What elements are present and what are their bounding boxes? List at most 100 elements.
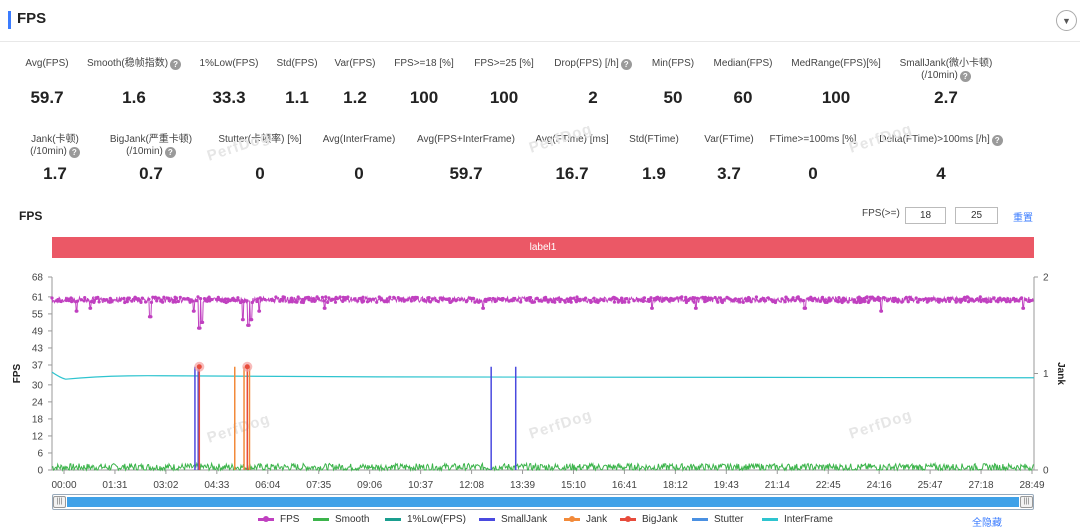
fps-point bbox=[738, 300, 742, 304]
stat-value: 4 bbox=[936, 164, 946, 183]
chart-title: FPS bbox=[19, 209, 43, 223]
range-handle-left[interactable]: ||| bbox=[53, 496, 66, 508]
y-tick-label: 24 bbox=[32, 397, 44, 408]
stat-item: Jank(卡顿) (/10min)? 1.7 bbox=[0, 134, 125, 184]
fps-point bbox=[50, 296, 54, 300]
fps-point bbox=[684, 300, 689, 305]
fps-point bbox=[578, 297, 582, 301]
fps-point bbox=[75, 309, 79, 313]
x-tick-label: 10:37 bbox=[408, 480, 433, 491]
fps-point bbox=[379, 298, 383, 302]
stat-value: 1.7 bbox=[43, 164, 67, 183]
x-tick-label: 13:39 bbox=[510, 480, 535, 491]
fps-point bbox=[83, 296, 87, 300]
fps-point bbox=[320, 295, 324, 299]
legend-item[interactable]: FPS bbox=[258, 514, 299, 525]
fps-threshold-input-2[interactable] bbox=[955, 207, 998, 224]
fps-point bbox=[247, 323, 251, 327]
fps-point bbox=[105, 298, 109, 302]
help-icon[interactable]: ? bbox=[620, 59, 632, 70]
stat-item: Std(FPS) 1.1 bbox=[227, 58, 367, 108]
stat-item: FTime>=100ms [%] 0 bbox=[743, 134, 883, 184]
fps-point bbox=[914, 296, 918, 300]
fps-point bbox=[296, 295, 300, 299]
x-tick-label: 22:45 bbox=[816, 480, 841, 491]
fps-point bbox=[597, 299, 601, 303]
legend-swatch bbox=[385, 518, 401, 521]
fps-point bbox=[620, 300, 624, 304]
stat-item: MedRange(FPS)[%] 100 bbox=[766, 58, 906, 108]
fps-point bbox=[637, 298, 641, 302]
fps-point bbox=[411, 295, 415, 300]
fps-point bbox=[904, 295, 908, 299]
hide-all-button[interactable]: 全隐藏 bbox=[972, 518, 1002, 529]
fps-point bbox=[892, 299, 896, 304]
fps-point bbox=[946, 296, 950, 300]
stat-label: Delta(FTime)>100ms [/h]? bbox=[871, 134, 1011, 146]
stat-value: 1.9 bbox=[642, 164, 666, 183]
legend-item[interactable]: Stutter bbox=[692, 514, 743, 525]
fps-point bbox=[250, 318, 254, 322]
fps-point bbox=[529, 296, 533, 300]
help-icon[interactable]: ? bbox=[68, 147, 80, 158]
fps-threshold-input-1[interactable] bbox=[905, 207, 946, 224]
fps-point bbox=[346, 295, 350, 299]
help-icon[interactable]: ? bbox=[959, 71, 971, 82]
reset-button[interactable]: 重置 bbox=[1013, 213, 1033, 224]
x-tick-label: 00:00 bbox=[51, 480, 76, 491]
fps-point bbox=[447, 297, 451, 301]
fps-point bbox=[701, 295, 705, 299]
fps-point bbox=[481, 306, 485, 310]
range-handle-right[interactable]: ||| bbox=[1020, 496, 1033, 508]
fps-point bbox=[572, 296, 576, 300]
fps-point bbox=[59, 299, 63, 304]
fps-point bbox=[102, 297, 106, 302]
legend-item[interactable]: Jank bbox=[564, 514, 607, 525]
help-icon[interactable]: ? bbox=[991, 135, 1003, 146]
fps-point bbox=[846, 300, 850, 304]
fps-point bbox=[424, 299, 428, 303]
help-icon[interactable]: ? bbox=[170, 59, 182, 70]
fps-point bbox=[167, 299, 171, 303]
fps-point bbox=[612, 300, 617, 304]
legend-swatch bbox=[620, 516, 636, 522]
fps-point bbox=[919, 298, 923, 302]
legend-item[interactable]: InterFrame bbox=[762, 514, 833, 525]
fps-point bbox=[992, 296, 996, 300]
fps-point bbox=[710, 297, 714, 301]
fps-point bbox=[843, 298, 848, 302]
stat-value: 0 bbox=[354, 164, 364, 183]
y-tick-label: 49 bbox=[32, 326, 44, 337]
fps-point bbox=[978, 295, 982, 299]
time-range-scrollbar[interactable]: ||| ||| bbox=[52, 494, 1034, 510]
fps-point bbox=[819, 299, 823, 303]
collapse-button[interactable]: ▼ bbox=[1056, 10, 1077, 31]
label-bar[interactable]: label1 bbox=[52, 237, 1034, 258]
stat-label: Std(FTime) bbox=[629, 134, 679, 145]
fps-point bbox=[458, 298, 462, 302]
fps-point bbox=[759, 297, 763, 301]
fps-point bbox=[684, 295, 688, 299]
fps-point bbox=[436, 299, 440, 304]
fps-point bbox=[405, 298, 410, 302]
legend-label: Jank bbox=[586, 514, 608, 525]
fps-point bbox=[316, 297, 320, 301]
help-icon[interactable]: ? bbox=[164, 147, 176, 158]
legend-item[interactable]: BigJank bbox=[620, 514, 678, 525]
legend-item[interactable]: Smooth bbox=[313, 514, 369, 525]
fps-point bbox=[641, 299, 645, 303]
fps-point bbox=[793, 299, 797, 303]
fps-point bbox=[326, 300, 330, 304]
fps-point bbox=[906, 300, 910, 304]
stat-value: 2 bbox=[588, 88, 598, 107]
fps-point bbox=[178, 295, 182, 299]
fps-point bbox=[733, 297, 738, 301]
legend-item[interactable]: 1%Low(FPS) bbox=[385, 514, 466, 525]
fps-threshold-label: FPS(>=) bbox=[862, 208, 900, 219]
stat-item: SmallJank(微小卡顿) (/10min)? 2.7 bbox=[876, 58, 1016, 108]
fps-point bbox=[574, 300, 579, 304]
legend-item[interactable]: SmallJank bbox=[479, 514, 547, 525]
fps-point bbox=[501, 296, 505, 301]
fps-point bbox=[356, 299, 360, 303]
